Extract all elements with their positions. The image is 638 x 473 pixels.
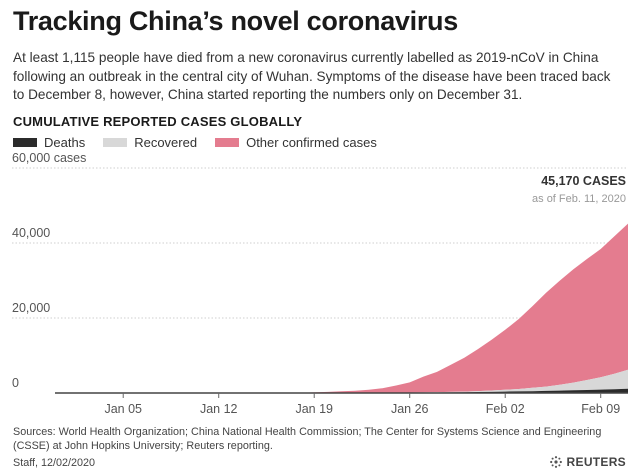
reuters-logo: REUTERS — [549, 455, 626, 469]
area-other-confirmed — [55, 223, 628, 393]
axes: 0 20,000 40,000 60,000 cases Jan 05 Jan 12 Jan… — [12, 151, 628, 416]
legend-label-recovered: Recovered — [134, 134, 198, 150]
x-tick-label: Jan 26 — [391, 402, 429, 416]
y-tick-label: 20,000 — [12, 301, 50, 315]
byline: Staff, 12/02/2020 — [13, 457, 96, 469]
legend-swatch-other — [215, 137, 240, 147]
gridlines — [12, 167, 628, 319]
chart-subheading: CUMULATIVE REPORTED CASES GLOBALLY — [13, 114, 303, 129]
x-tick-label: Feb 09 — [581, 402, 620, 416]
x-tick-label: Jan 12 — [200, 402, 238, 416]
x-tick-label: Jan 19 — [295, 402, 333, 416]
area-deaths — [55, 388, 628, 393]
chart-legend: Deaths Recovered Other confirmed cases — [13, 133, 395, 151]
legend-label-deaths: Deaths — [44, 134, 86, 150]
page-title: Tracking China’s novel coronavirus — [13, 6, 458, 36]
reuters-logo-text: REUTERS — [566, 455, 626, 469]
reuters-logo-icon — [549, 456, 562, 468]
x-tick-label: Feb 02 — [486, 402, 525, 416]
annotation-date: as of Feb. 11, 2020 — [532, 193, 626, 205]
cases-area-chart: 0 20,000 40,000 60,000 cases Jan 05 Jan 12 Jan… — [12, 151, 628, 416]
legend-item-other: Other confirmed cases — [215, 135, 377, 150]
legend-item-recovered: Recovered — [103, 135, 197, 150]
legend-swatch-deaths — [13, 137, 37, 147]
legend-swatch-recovered — [103, 137, 128, 147]
legend-label-other: Other confirmed cases — [246, 134, 377, 150]
chart-annotation: 45,170 CASES as of Feb. 11, 2020 — [532, 174, 626, 205]
x-tick-label: Jan 05 — [104, 402, 142, 416]
y-tick-label: 60,000 cases — [12, 151, 86, 165]
sources-note: Sources: World Health Organization; Chin… — [13, 426, 602, 452]
intro-paragraph: At least 1,115 people have died from a n… — [13, 50, 611, 102]
annotation-total-cases: 45,170 CASES — [541, 174, 626, 188]
y-tick-label: 0 — [12, 376, 19, 390]
legend-item-deaths: Deaths — [13, 135, 85, 150]
y-tick-label: 40,000 — [12, 226, 50, 240]
stacked-areas — [55, 223, 628, 393]
